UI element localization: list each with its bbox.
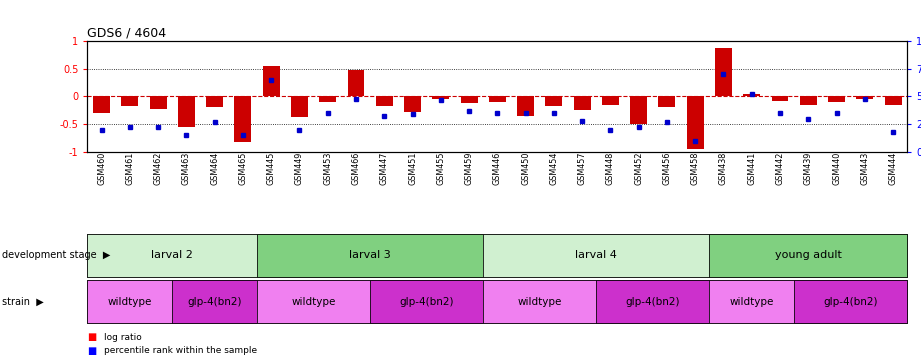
Text: larval 4: larval 4: [576, 250, 617, 260]
Bar: [484, 280, 596, 323]
Text: GSM456: GSM456: [662, 152, 671, 185]
Text: GSM462: GSM462: [154, 152, 163, 185]
Text: GSM448: GSM448: [606, 152, 615, 185]
Text: GSM443: GSM443: [860, 152, 869, 185]
Bar: [687, 96, 704, 149]
Text: GSM439: GSM439: [804, 152, 812, 185]
Text: strain  ▶: strain ▶: [2, 297, 43, 307]
Bar: [262, 66, 280, 96]
Bar: [489, 96, 506, 102]
Bar: [291, 96, 308, 117]
Bar: [794, 280, 907, 323]
Text: GSM440: GSM440: [832, 152, 841, 185]
Bar: [206, 96, 223, 107]
Bar: [93, 96, 111, 113]
Bar: [376, 96, 392, 106]
Text: GSM442: GSM442: [775, 152, 785, 185]
Bar: [602, 96, 619, 105]
Bar: [884, 96, 902, 105]
Text: GDS6 / 4604: GDS6 / 4604: [87, 27, 167, 40]
Text: GSM438: GSM438: [719, 152, 728, 185]
Text: GSM461: GSM461: [125, 152, 134, 185]
Text: ■: ■: [87, 332, 97, 342]
Text: GSM459: GSM459: [464, 152, 473, 185]
Bar: [574, 96, 590, 110]
Text: GSM466: GSM466: [352, 152, 360, 185]
Bar: [630, 96, 647, 124]
Text: GSM457: GSM457: [577, 152, 587, 185]
Bar: [772, 96, 788, 101]
Bar: [799, 96, 817, 105]
Text: glp-4(bn2): glp-4(bn2): [625, 297, 680, 307]
Text: GSM463: GSM463: [182, 152, 191, 185]
Text: wildtype: wildtype: [729, 297, 774, 307]
Text: ■: ■: [87, 346, 97, 356]
Bar: [596, 280, 709, 323]
Text: GSM458: GSM458: [691, 152, 700, 185]
Bar: [87, 280, 172, 323]
Bar: [709, 280, 794, 323]
Bar: [545, 96, 563, 106]
Text: wildtype: wildtype: [108, 297, 152, 307]
Bar: [150, 96, 167, 109]
Text: larval 2: larval 2: [151, 250, 193, 260]
Bar: [460, 96, 478, 103]
Bar: [370, 280, 484, 323]
Bar: [257, 234, 484, 277]
Bar: [404, 96, 421, 112]
Bar: [709, 234, 907, 277]
Bar: [857, 96, 873, 99]
Bar: [659, 96, 675, 107]
Bar: [743, 94, 760, 96]
Text: GSM465: GSM465: [239, 152, 248, 185]
Bar: [484, 234, 709, 277]
Text: GSM445: GSM445: [267, 152, 275, 185]
Text: GSM464: GSM464: [210, 152, 219, 185]
Text: young adult: young adult: [775, 250, 842, 260]
Bar: [517, 96, 534, 116]
Text: GSM460: GSM460: [97, 152, 106, 185]
Text: development stage  ▶: development stage ▶: [2, 250, 111, 260]
Text: GSM455: GSM455: [437, 152, 446, 185]
Bar: [432, 96, 449, 99]
Text: GSM450: GSM450: [521, 152, 530, 185]
Text: GSM449: GSM449: [295, 152, 304, 185]
Text: GSM454: GSM454: [549, 152, 558, 185]
Bar: [347, 70, 365, 96]
Bar: [87, 234, 257, 277]
Text: GSM441: GSM441: [747, 152, 756, 185]
Text: percentile rank within the sample: percentile rank within the sample: [104, 346, 257, 355]
Text: log ratio: log ratio: [104, 333, 142, 342]
Text: glp-4(bn2): glp-4(bn2): [400, 297, 454, 307]
Text: GSM446: GSM446: [493, 152, 502, 185]
Bar: [828, 96, 845, 102]
Bar: [257, 280, 370, 323]
Text: GSM444: GSM444: [889, 152, 898, 185]
Text: GSM453: GSM453: [323, 152, 332, 185]
Text: wildtype: wildtype: [291, 297, 336, 307]
Text: GSM452: GSM452: [635, 152, 643, 185]
Text: larval 3: larval 3: [349, 250, 391, 260]
Bar: [320, 96, 336, 102]
Text: glp-4(bn2): glp-4(bn2): [823, 297, 878, 307]
Bar: [178, 96, 195, 127]
Text: GSM447: GSM447: [379, 152, 389, 185]
Text: GSM451: GSM451: [408, 152, 417, 185]
Text: glp-4(bn2): glp-4(bn2): [188, 297, 242, 307]
Bar: [715, 48, 732, 96]
Bar: [235, 96, 251, 142]
Bar: [172, 280, 257, 323]
Text: wildtype: wildtype: [518, 297, 562, 307]
Bar: [122, 96, 138, 106]
